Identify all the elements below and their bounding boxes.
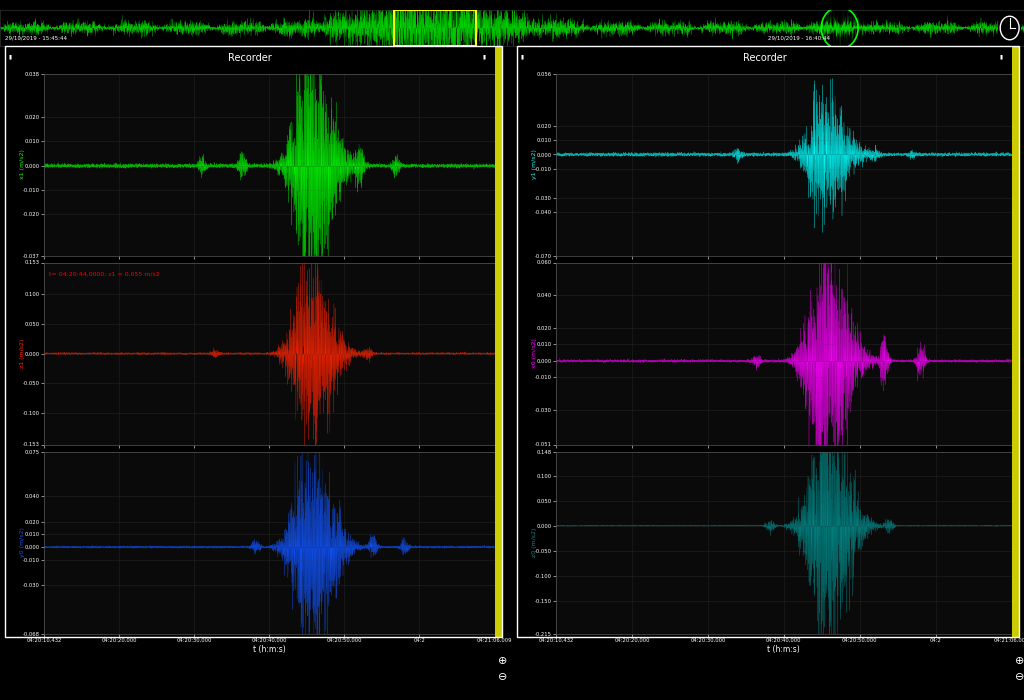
Text: ▮: ▮ [520, 55, 523, 60]
Text: ⊖: ⊖ [1015, 672, 1024, 682]
Text: y1 (m/s2): y1 (m/s2) [532, 150, 538, 179]
Text: t= 04:20:44,0000; z1 = 0,055 m/s2: t= 04:20:44,0000; z1 = 0,055 m/s2 [48, 272, 160, 276]
Text: x1 (m/s2): x1 (m/s2) [20, 150, 26, 179]
Bar [394, 10, 476, 46]
Text: x0 (m/s2): x0 (m/s2) [532, 339, 538, 368]
Text: ⊖: ⊖ [498, 672, 508, 682]
Text: z1 (m/s2): z1 (m/s2) [20, 339, 26, 368]
Text: Recorder: Recorder [228, 53, 271, 64]
Text: ▮: ▮ [999, 55, 1002, 60]
X-axis label: t (h:m:s): t (h:m:s) [253, 645, 286, 654]
Text: ▮: ▮ [8, 55, 11, 60]
Text: 29/10/2019 - 15:45:44: 29/10/2019 - 15:45:44 [5, 35, 68, 40]
Text: z0 (m/s2): z0 (m/s2) [532, 528, 538, 557]
Text: ⊕: ⊕ [498, 657, 508, 666]
X-axis label: t (h:m:s): t (h:m:s) [768, 645, 800, 654]
Text: 29/10/2019 - 16:40:44: 29/10/2019 - 16:40:44 [768, 35, 830, 40]
Text: ▮: ▮ [482, 55, 485, 60]
Text: ⊕: ⊕ [1015, 657, 1024, 666]
Text: y0 (m/s2): y0 (m/s2) [20, 528, 26, 557]
Text: Recorder: Recorder [742, 53, 786, 64]
